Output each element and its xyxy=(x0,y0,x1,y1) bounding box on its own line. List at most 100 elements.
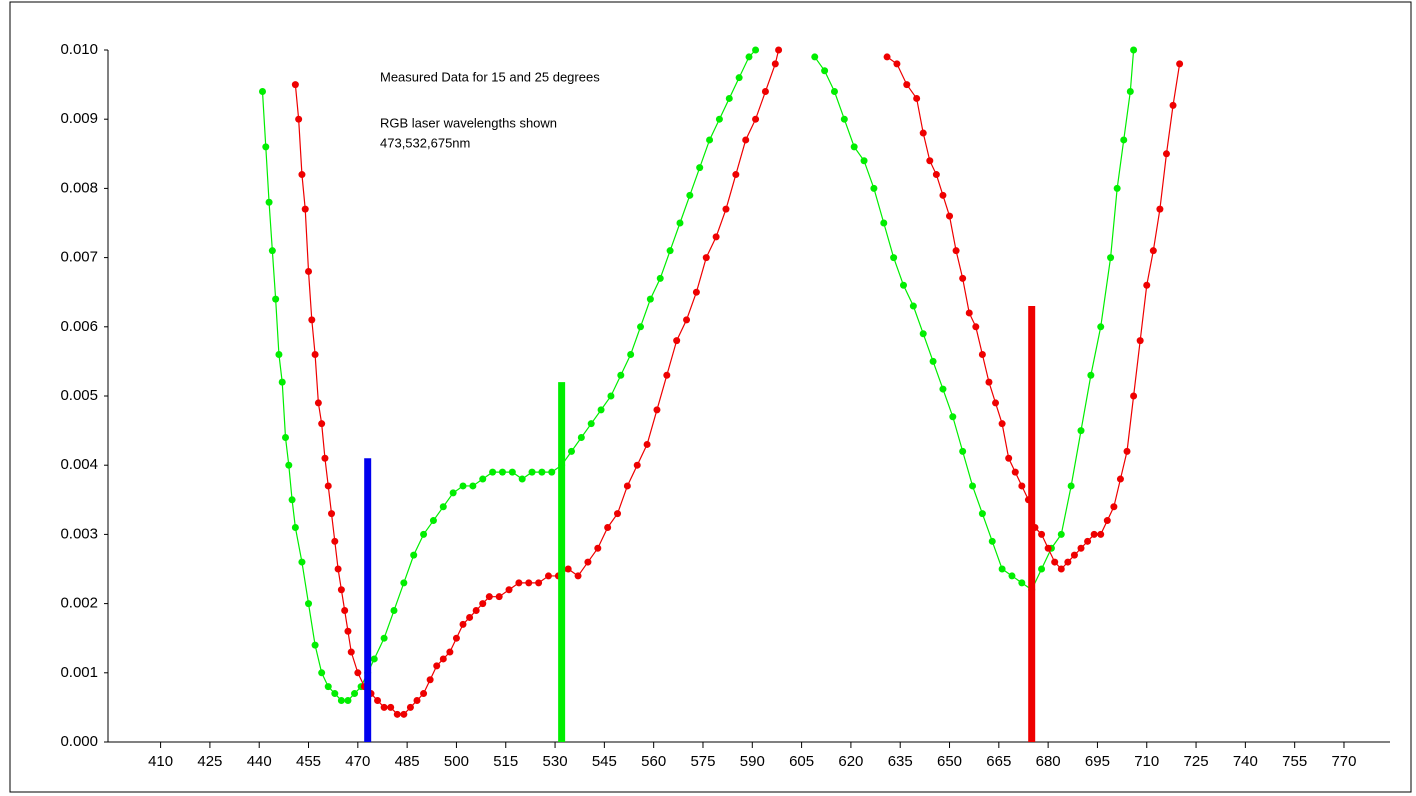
data-point xyxy=(1008,572,1016,580)
data-point xyxy=(1067,482,1075,490)
data-point xyxy=(1136,337,1144,345)
data-point xyxy=(528,468,536,476)
data-point xyxy=(390,607,398,615)
data-point xyxy=(830,88,838,96)
data-point xyxy=(959,447,967,455)
data-point xyxy=(1077,427,1085,435)
data-point xyxy=(607,392,615,400)
data-point xyxy=(328,510,336,518)
data-point xyxy=(1143,281,1151,289)
data-point xyxy=(1097,530,1105,538)
data-point xyxy=(1090,530,1098,538)
data-point xyxy=(331,537,339,545)
data-point xyxy=(1070,551,1078,559)
data-point xyxy=(347,648,355,656)
data-point xyxy=(594,544,602,552)
data-point xyxy=(939,191,947,199)
annotation: 473,532,675nm xyxy=(380,135,470,150)
data-point xyxy=(1057,530,1065,538)
x-tick-label: 470 xyxy=(345,753,370,770)
data-point xyxy=(380,703,388,711)
data-point xyxy=(883,53,891,61)
data-point xyxy=(821,67,829,75)
data-point xyxy=(732,171,740,179)
data-point xyxy=(459,482,467,490)
data-point xyxy=(909,302,917,310)
data-point xyxy=(643,440,651,448)
data-point xyxy=(1097,323,1105,331)
data-point xyxy=(742,136,750,144)
data-point xyxy=(374,696,382,704)
data-point xyxy=(268,247,276,255)
data-point xyxy=(1162,150,1170,158)
data-point xyxy=(275,350,283,358)
data-point xyxy=(535,579,543,587)
data-point xyxy=(305,600,313,608)
data-point xyxy=(597,406,605,414)
data-point xyxy=(505,586,513,594)
data-point xyxy=(725,94,733,102)
y-tick-label: 0.008 xyxy=(60,179,98,196)
x-tick-label: 545 xyxy=(592,753,617,770)
x-tick-label: 590 xyxy=(740,753,765,770)
data-point xyxy=(337,586,345,594)
data-point xyxy=(939,385,947,393)
data-point xyxy=(1116,475,1124,483)
data-point xyxy=(258,88,266,96)
data-point xyxy=(1044,544,1052,552)
y-tick-label: 0.003 xyxy=(60,525,98,542)
data-point xyxy=(420,530,428,538)
data-point xyxy=(459,620,467,628)
data-point xyxy=(354,669,362,677)
data-point xyxy=(1123,447,1131,455)
data-point xyxy=(1130,46,1138,54)
data-point xyxy=(564,565,572,573)
data-point xyxy=(515,579,523,587)
data-point xyxy=(1064,558,1072,566)
data-point xyxy=(420,690,428,698)
data-point xyxy=(406,703,414,711)
data-point xyxy=(548,468,556,476)
data-point xyxy=(479,475,487,483)
data-point xyxy=(761,88,769,96)
data-point xyxy=(321,454,329,462)
x-tick-label: 665 xyxy=(986,753,1011,770)
data-point xyxy=(1107,254,1115,262)
x-tick-label: 500 xyxy=(444,753,469,770)
data-point xyxy=(1087,371,1095,379)
y-tick-label: 0.000 xyxy=(60,733,98,750)
data-point xyxy=(265,198,273,206)
data-point xyxy=(880,219,888,227)
data-point xyxy=(311,641,319,649)
data-point xyxy=(278,378,286,386)
x-tick-label: 695 xyxy=(1085,753,1110,770)
data-point xyxy=(965,309,973,317)
data-point xyxy=(410,551,418,559)
data-point xyxy=(272,295,280,303)
data-point xyxy=(331,690,339,698)
x-tick-label: 680 xyxy=(1036,753,1061,770)
data-point xyxy=(972,323,980,331)
x-tick-label: 710 xyxy=(1134,753,1159,770)
data-point xyxy=(433,662,441,670)
data-point xyxy=(452,634,460,642)
data-point xyxy=(1126,88,1134,96)
data-point xyxy=(840,115,848,123)
data-point xyxy=(745,53,753,61)
data-point xyxy=(1011,468,1019,476)
data-point xyxy=(344,627,352,635)
x-tick-label: 740 xyxy=(1233,753,1258,770)
data-point xyxy=(946,212,954,220)
data-point xyxy=(992,399,1000,407)
x-tick-label: 575 xyxy=(690,753,715,770)
data-point xyxy=(663,371,671,379)
data-point xyxy=(1057,565,1065,573)
data-point xyxy=(587,420,595,428)
data-point xyxy=(998,420,1006,428)
data-point xyxy=(929,357,937,365)
y-tick-label: 0.004 xyxy=(60,456,98,473)
x-tick-label: 770 xyxy=(1331,753,1356,770)
annotation: RGB laser wavelengths shown xyxy=(380,115,557,130)
x-tick-label: 560 xyxy=(641,753,666,770)
